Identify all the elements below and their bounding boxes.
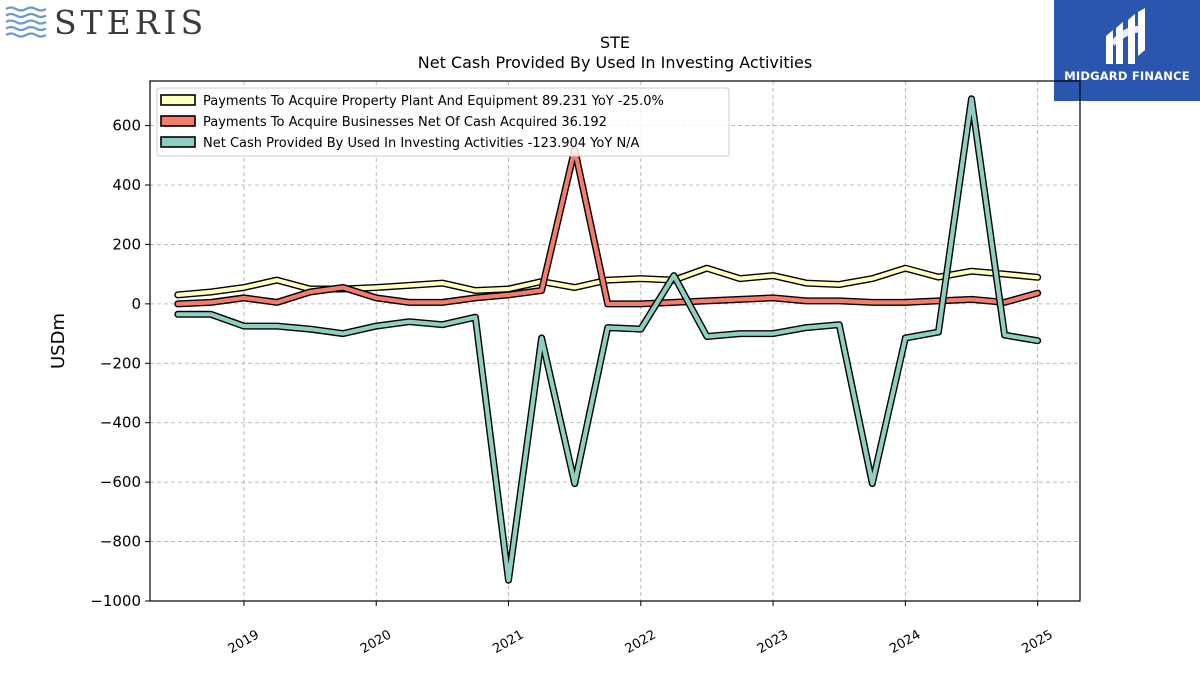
legend-swatch — [160, 115, 196, 127]
series-line-fill — [175, 147, 1040, 306]
legend-box — [156, 87, 730, 157]
x-tick-label: 2020 — [358, 627, 394, 657]
y-axis-label: USDm — [48, 313, 69, 369]
legend-swatch — [160, 136, 196, 148]
y-tick-label: −800 — [100, 533, 141, 551]
legend-entry: Net Cash Provided By Used In Investing A… — [203, 136, 640, 151]
logo-wave — [5, 32, 47, 38]
company-logo-text: STERIS — [54, 3, 208, 42]
chart-subtitle: Net Cash Provided By Used In Investing A… — [418, 53, 812, 72]
x-tick-label: 2025 — [1020, 627, 1056, 657]
y-tick-label: −200 — [100, 354, 141, 372]
legend-entry: Payments To Acquire Property Plant And E… — [203, 94, 664, 109]
y-tick-label: −400 — [100, 414, 141, 432]
legend-entry: Payments To Acquire Businesses Net Of Ca… — [203, 115, 607, 130]
legend-swatch — [160, 94, 196, 106]
x-axis: 2019 2020 2021 2022 2023 2024 2025 — [226, 601, 1056, 657]
series-line-3 — [174, 95, 1042, 584]
y-tick-label: 0 — [131, 295, 141, 313]
company-logo: STERIS — [4, 4, 214, 42]
logo-wave — [5, 6, 47, 12]
y-axis: −1000 −800 −600 −400 −200 0 200 400 600 — [90, 117, 150, 610]
y-tick-label: −1000 — [90, 592, 141, 610]
y-tick-label: 400 — [112, 176, 141, 194]
y-tick-label: 200 — [112, 235, 141, 253]
legend: Payments To Acquire Property Plant And E… — [156, 87, 730, 157]
x-tick-label: 2019 — [226, 627, 262, 657]
midgard-finance-badge: MIDGARD FINANCE — [1054, 0, 1200, 101]
x-tick-label: 2022 — [623, 627, 659, 657]
x-tick-label: 2024 — [887, 627, 923, 657]
series-line-fill — [175, 96, 1040, 583]
series-line-2 — [174, 145, 1042, 308]
plot-frame — [149, 80, 1081, 602]
midgard-logo-icon — [1106, 8, 1145, 64]
badge-text: MIDGARD FINANCE — [1064, 69, 1190, 83]
y-tick-label: 600 — [112, 117, 141, 135]
logo-wave — [5, 25, 47, 32]
logo-wave — [5, 12, 47, 19]
logo-waves-icon — [5, 6, 47, 38]
chart-title: STE — [600, 33, 630, 52]
x-tick-label: 2021 — [490, 627, 526, 657]
logo-wave — [5, 19, 47, 25]
plot-lines — [174, 95, 1042, 584]
x-tick-label: 2023 — [755, 627, 791, 657]
y-tick-label: −600 — [100, 473, 141, 491]
grid — [150, 81, 1080, 602]
